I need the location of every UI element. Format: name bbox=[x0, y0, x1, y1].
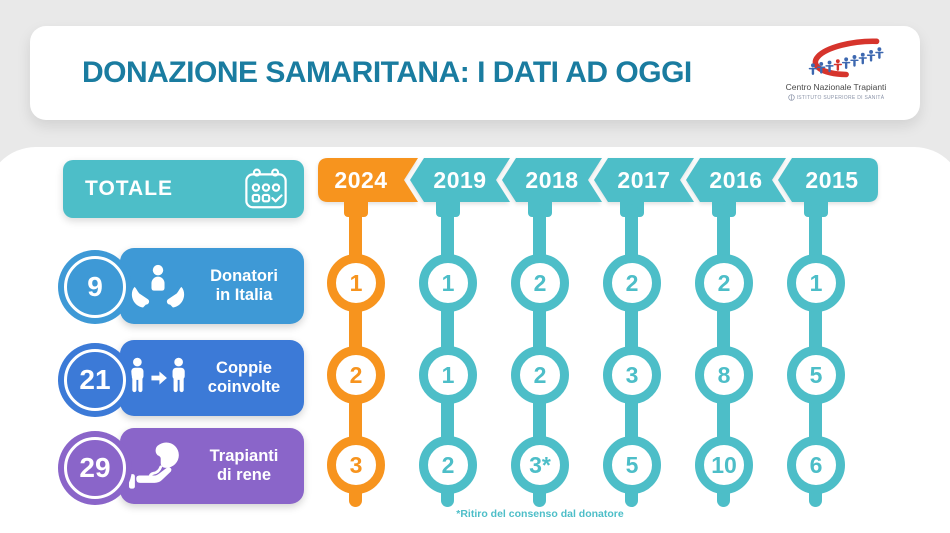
value-2016-donatori: 2 bbox=[695, 254, 753, 312]
legend-trapianti: Trapianti di rene bbox=[120, 428, 304, 504]
legend-trapianti-label: Trapianti di rene bbox=[209, 447, 279, 484]
year-label-2016: 2016 bbox=[709, 166, 763, 193]
cnt-logo: Centro Nazionale Trapianti ISTITUTO SUPE… bbox=[774, 33, 898, 101]
cnt-swoosh-icon bbox=[808, 38, 884, 78]
legend-donatori: Donatori in Italia bbox=[120, 248, 304, 324]
total-coppie-badge: 21 bbox=[64, 349, 126, 411]
year-label-2018: 2018 bbox=[525, 166, 579, 193]
header-card: DONAZIONE SAMARITANA: I DATI AD OGGI Cen… bbox=[30, 26, 920, 120]
year-label-2015: 2015 bbox=[805, 166, 859, 193]
year-label-2019: 2019 bbox=[433, 166, 487, 193]
legend-donatori-label: Donatori in Italia bbox=[210, 267, 278, 304]
calendar-check-icon bbox=[245, 168, 287, 209]
value-2019-donatori: 1 bbox=[419, 254, 477, 312]
value-2015-coppie: 5 bbox=[787, 346, 845, 404]
total-donatori-badge: 9 bbox=[64, 256, 126, 318]
value-2016-trapianti: 10 bbox=[695, 436, 753, 494]
value-2024-donatori: 1 bbox=[327, 254, 385, 312]
value-2015-trapianti: 6 bbox=[787, 436, 845, 494]
year-chevron-2018 bbox=[502, 158, 602, 202]
total-trapianti-badge: 29 bbox=[64, 437, 126, 499]
year-chevron-2015 bbox=[778, 158, 878, 202]
page-title: DONAZIONE SAMARITANA: I DATI AD OGGI bbox=[82, 56, 692, 89]
value-2024-trapianti: 3 bbox=[327, 436, 385, 494]
value-2019-coppie: 1 bbox=[419, 346, 477, 404]
year-chevron-2016 bbox=[686, 158, 786, 202]
year-label-2017: 2017 bbox=[617, 166, 671, 193]
totale-box: TOTALE bbox=[63, 160, 304, 218]
logo-org-name: Centro Nazionale Trapianti bbox=[785, 82, 887, 92]
value-2018-coppie: 2 bbox=[511, 346, 569, 404]
value-2017-donatori: 2 bbox=[603, 254, 661, 312]
year-chevron-2024 bbox=[318, 158, 418, 202]
value-2017-trapianti: 5 bbox=[603, 436, 661, 494]
footnote: *Ritiro del consenso dal donatore bbox=[456, 508, 624, 520]
value-2024-coppie: 2 bbox=[327, 346, 385, 404]
hands-holding-person-icon bbox=[120, 262, 196, 310]
hand-holding-kidney-icon bbox=[120, 440, 196, 492]
year-chevron-2019 bbox=[410, 158, 510, 202]
value-2018-donatori: 2 bbox=[511, 254, 569, 312]
value-2016-coppie: 8 bbox=[695, 346, 753, 404]
value-2019-trapianti: 2 bbox=[419, 436, 477, 494]
year-label-2024: 2024 bbox=[334, 166, 388, 193]
value-2017-coppie: 3 bbox=[603, 346, 661, 404]
logo-institute: ISTITUTO SUPERIORE DI SANITÀ bbox=[774, 94, 898, 101]
donor-recipient-arrow-icon bbox=[120, 356, 196, 400]
value-2015-donatori: 1 bbox=[787, 254, 845, 312]
iss-emblem-icon bbox=[787, 94, 795, 101]
totale-label: TOTALE bbox=[85, 177, 174, 200]
value-2018-trapianti: 3* bbox=[511, 436, 569, 494]
legend-coppie-label: Coppie coinvolte bbox=[207, 359, 281, 396]
legend-coppie: Coppie coinvolte bbox=[120, 340, 304, 416]
year-chevron-2017 bbox=[594, 158, 694, 202]
